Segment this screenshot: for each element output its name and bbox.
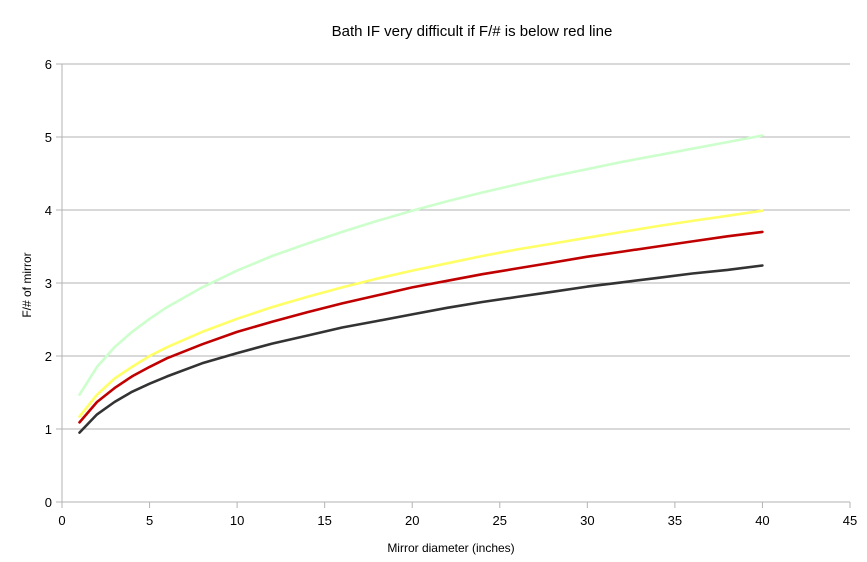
x-tick-label: 45 bbox=[843, 513, 857, 528]
series-line-1 bbox=[78, 134, 764, 397]
y-tick-label: 5 bbox=[45, 130, 52, 145]
x-tick-label: 0 bbox=[58, 513, 65, 528]
chart-title: Bath IF very difficult if F/# is below r… bbox=[332, 23, 613, 40]
x-tick-label: 5 bbox=[146, 513, 153, 528]
y-axis-label: F/# of mirror bbox=[20, 252, 34, 317]
x-tick-label: 10 bbox=[230, 513, 244, 528]
y-tick-label: 3 bbox=[45, 276, 52, 291]
y-tick-label: 2 bbox=[45, 349, 52, 364]
y-tick-label: 4 bbox=[45, 203, 52, 218]
x-tick-label: 40 bbox=[755, 513, 769, 528]
series-line-3 bbox=[78, 230, 764, 424]
series-line-2 bbox=[78, 209, 764, 418]
y-tick-label: 0 bbox=[45, 495, 52, 510]
x-tick-label: 20 bbox=[405, 513, 419, 528]
axes bbox=[61, 64, 851, 508]
x-tick-label: 15 bbox=[317, 513, 331, 528]
series-line-4 bbox=[78, 264, 764, 434]
x-tick-label: 25 bbox=[493, 513, 507, 528]
x-axis-label: Mirror diameter (inches) bbox=[387, 541, 514, 555]
series-group bbox=[78, 134, 764, 434]
y-tick-label: 1 bbox=[45, 422, 52, 437]
x-tick-label: 30 bbox=[580, 513, 594, 528]
grid bbox=[56, 63, 850, 503]
x-tick-label: 35 bbox=[668, 513, 682, 528]
y-tick-label: 6 bbox=[45, 57, 52, 72]
